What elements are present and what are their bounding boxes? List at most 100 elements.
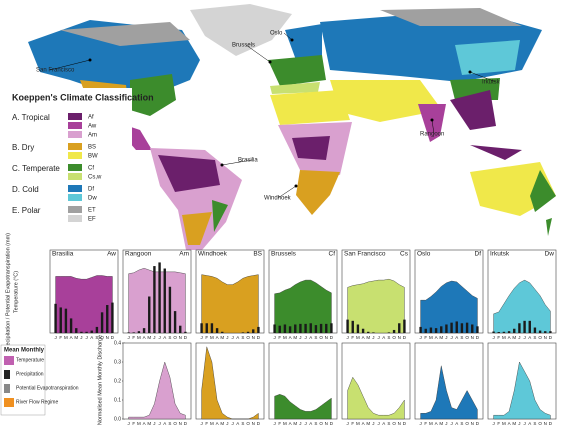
month-label: S [387, 421, 390, 426]
temperature-area [55, 275, 113, 334]
precipitation-bar [450, 322, 453, 333]
precipitation-bar [367, 331, 370, 333]
month-label: F [497, 335, 500, 340]
month-label: M [366, 421, 370, 426]
month-label: M [283, 421, 287, 426]
month-label: J [80, 335, 82, 340]
month-label: M [502, 335, 506, 340]
month-label: A [382, 421, 385, 426]
month-label: M [502, 421, 506, 426]
panel-title: Brasilia [52, 251, 74, 258]
month-label: J [226, 421, 228, 426]
month-label: D [476, 421, 480, 426]
month-label: J [372, 335, 374, 340]
legend-code: Df [88, 187, 94, 193]
map-legend: Koeppen's Climate Classification A. Trop… [12, 92, 154, 222]
upper-y-label: Temperature (°C) [13, 271, 19, 313]
panel-legend-item: River Flow Regime [16, 399, 58, 405]
precipitation-bar [184, 331, 187, 333]
legend-code: Aw [88, 124, 97, 130]
month-label: J [231, 421, 233, 426]
month-label: J [127, 335, 129, 340]
month-label: D [111, 335, 115, 340]
month-label: J [377, 421, 379, 426]
precipitation-bar [69, 318, 73, 333]
precipitation-bar [173, 311, 177, 333]
month-label: D [330, 335, 334, 340]
panel-climate: Aw [107, 251, 116, 258]
month-label: J [445, 335, 447, 340]
month-label: A [455, 421, 458, 426]
panel-legend-item: Precipitation [16, 371, 44, 377]
precipitation-bar [319, 323, 323, 333]
month-label: N [544, 335, 547, 340]
month-label: J [231, 335, 233, 340]
legend-swatch [68, 122, 82, 129]
month-label: J [523, 335, 525, 340]
precipitation-bar [90, 330, 93, 333]
discharge-tick-label: 0.2 [114, 378, 121, 384]
precipitation-bar [502, 331, 506, 333]
month-label: M [439, 421, 443, 426]
discharge-area [347, 376, 405, 420]
month-label: J [304, 421, 306, 426]
precipitation-bar [299, 323, 302, 333]
upper-y-label: Precipitation / Potential Evapotranspira… [5, 233, 11, 351]
month-label: F [351, 421, 354, 426]
precipitation-bar [221, 331, 224, 333]
city-labels: San Francisco Brussels Oslo Irkutsk Rangoon B… [36, 31, 501, 202]
city-dot [468, 70, 472, 74]
precipitation-bar [252, 329, 255, 333]
month-label: J [158, 421, 160, 426]
precipitation-bar [528, 320, 531, 333]
month-label: D [184, 335, 188, 340]
precipitation-bar [137, 331, 141, 333]
month-label: J [346, 421, 348, 426]
precipitation-bar [314, 325, 318, 333]
precipitation-bar [476, 326, 479, 333]
legend-code: Dw [88, 196, 97, 202]
month-label: F [205, 421, 208, 426]
month-label: J [158, 335, 160, 340]
precipitation-bar [440, 326, 443, 333]
legend-swatch [68, 143, 82, 150]
lower-y-label: Normalised Mean Monthly Discharge [97, 335, 103, 425]
panel-legend-swatch [4, 398, 14, 407]
precipitation-bar [179, 325, 182, 333]
temperature-area [274, 279, 332, 334]
temperature-area [128, 267, 186, 334]
city-label: Oslo [270, 31, 283, 37]
month-label: M [439, 335, 443, 340]
month-label: O [538, 421, 542, 426]
discharge-area [420, 365, 478, 420]
month-label: O [392, 421, 396, 426]
precipitation-bar [518, 323, 521, 333]
month-label: M [220, 421, 224, 426]
legend-swatch [68, 152, 82, 159]
month-label: N [252, 421, 255, 426]
month-label: N [544, 421, 547, 426]
precipitation-bar [513, 328, 516, 333]
month-label: D [330, 421, 334, 426]
precipitation-bar [361, 328, 365, 333]
precipitation-bar [111, 302, 114, 333]
panel-title: Irkutsk [490, 251, 510, 258]
month-label: O [392, 335, 396, 340]
month-label: F [132, 335, 135, 340]
month-label: M [512, 421, 516, 426]
city-label: Irkutsk [482, 80, 501, 86]
legend-swatch [68, 164, 82, 171]
month-label: O [246, 421, 250, 426]
month-label: S [314, 421, 317, 426]
month-label: O [173, 335, 177, 340]
month-label: A [455, 335, 458, 340]
month-label: J [377, 335, 379, 340]
legend-swatch [68, 173, 82, 180]
discharge-area [493, 361, 551, 420]
month-label: A [70, 335, 73, 340]
month-label: M [137, 421, 141, 426]
panel-climate: Cf [329, 251, 336, 258]
city-dot [290, 38, 294, 42]
month-label: N [325, 421, 328, 426]
month-label: A [163, 421, 166, 426]
